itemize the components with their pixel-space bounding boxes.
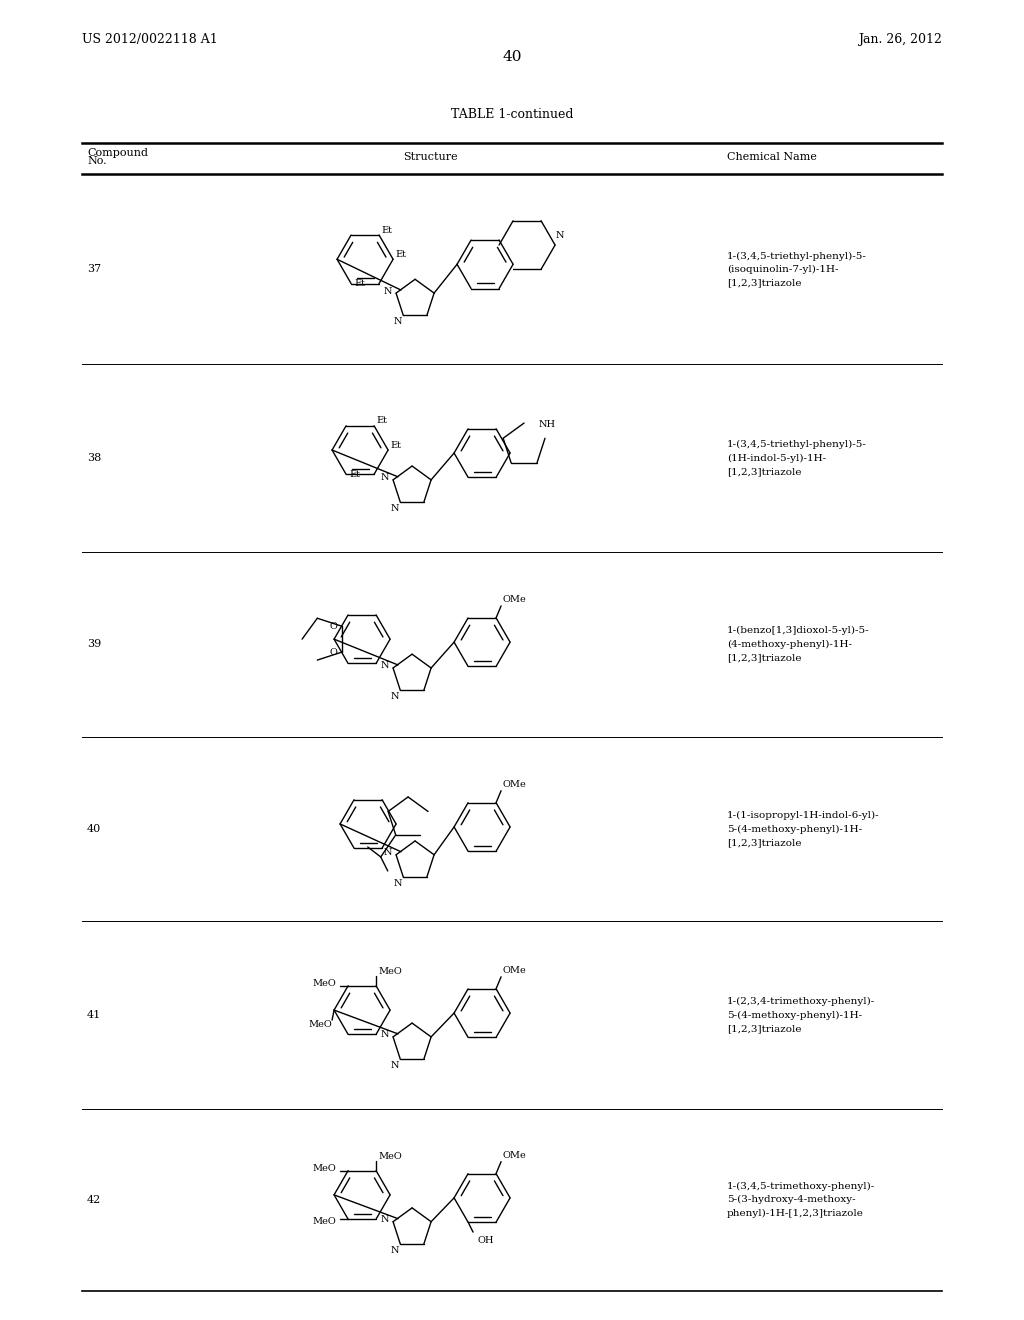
Text: N: N <box>391 1246 399 1254</box>
Text: MeO: MeO <box>378 968 401 977</box>
Text: TABLE 1-continued: TABLE 1-continued <box>451 108 573 121</box>
Text: MeO: MeO <box>308 1019 332 1028</box>
Text: N: N <box>381 1031 389 1039</box>
Text: 1-(1-isopropyl-1H-indol-6-yl)-
5-(4-methoxy-phenyl)-1H-
[1,2,3]triazole: 1-(1-isopropyl-1H-indol-6-yl)- 5-(4-meth… <box>727 810 880 847</box>
Text: 1-(3,4,5-triethyl-phenyl)-5-
(isoquinolin-7-yl)-1H-
[1,2,3]triazole: 1-(3,4,5-triethyl-phenyl)-5- (isoquinoli… <box>727 251 867 288</box>
Text: N: N <box>556 231 564 239</box>
Text: 1-(3,4,5-triethyl-phenyl)-5-
(1H-indol-5-yl)-1H-
[1,2,3]triazole: 1-(3,4,5-triethyl-phenyl)-5- (1H-indol-5… <box>727 440 867 477</box>
Text: 40: 40 <box>87 824 101 834</box>
Text: N: N <box>381 474 389 482</box>
Text: Et: Et <box>395 249 407 259</box>
Text: N: N <box>391 504 399 512</box>
Text: Compound: Compound <box>87 148 148 158</box>
Text: Structure: Structure <box>402 152 458 162</box>
Text: Et: Et <box>382 226 392 235</box>
Text: 39: 39 <box>87 639 101 649</box>
Text: O: O <box>330 622 338 631</box>
Text: N: N <box>384 286 392 296</box>
Text: NH: NH <box>539 420 556 429</box>
Text: 37: 37 <box>87 264 101 275</box>
Text: Et: Et <box>349 470 360 479</box>
Text: 40: 40 <box>502 50 522 63</box>
Text: Jan. 26, 2012: Jan. 26, 2012 <box>858 33 942 46</box>
Text: OH: OH <box>478 1236 495 1245</box>
Text: OMe: OMe <box>502 595 526 605</box>
Text: 42: 42 <box>87 1195 101 1205</box>
Text: N: N <box>384 849 392 857</box>
Text: N: N <box>394 879 402 887</box>
Text: MeO: MeO <box>312 1217 336 1226</box>
Text: Et: Et <box>354 279 366 288</box>
Text: N: N <box>381 1216 389 1224</box>
Text: Et: Et <box>390 441 401 450</box>
Text: No.: No. <box>87 156 106 166</box>
Text: US 2012/0022118 A1: US 2012/0022118 A1 <box>82 33 218 46</box>
Text: MeO: MeO <box>312 1164 336 1173</box>
Text: MeO: MeO <box>312 979 336 989</box>
Text: 1-(2,3,4-trimethoxy-phenyl)-
5-(4-methoxy-phenyl)-1H-
[1,2,3]triazole: 1-(2,3,4-trimethoxy-phenyl)- 5-(4-methox… <box>727 997 876 1034</box>
Text: 1-(3,4,5-trimethoxy-phenyl)-
5-(3-hydroxy-4-methoxy-
phenyl)-1H-[1,2,3]triazole: 1-(3,4,5-trimethoxy-phenyl)- 5-(3-hydrox… <box>727 1181 876 1218</box>
Text: Et: Et <box>377 416 387 425</box>
Text: 1-(benzo[1,3]dioxol-5-yl)-5-
(4-methoxy-phenyl)-1H-
[1,2,3]triazole: 1-(benzo[1,3]dioxol-5-yl)-5- (4-methoxy-… <box>727 626 869 663</box>
Text: 38: 38 <box>87 453 101 463</box>
Text: OMe: OMe <box>502 966 526 975</box>
Text: N: N <box>394 317 402 326</box>
Text: N: N <box>391 1061 399 1069</box>
Text: N: N <box>391 692 399 701</box>
Text: OMe: OMe <box>502 1151 526 1160</box>
Text: O: O <box>330 648 338 656</box>
Text: MeO: MeO <box>378 1152 401 1162</box>
Text: Chemical Name: Chemical Name <box>727 152 817 162</box>
Text: N: N <box>381 661 389 671</box>
Text: OMe: OMe <box>502 780 526 789</box>
Text: 41: 41 <box>87 1010 101 1020</box>
